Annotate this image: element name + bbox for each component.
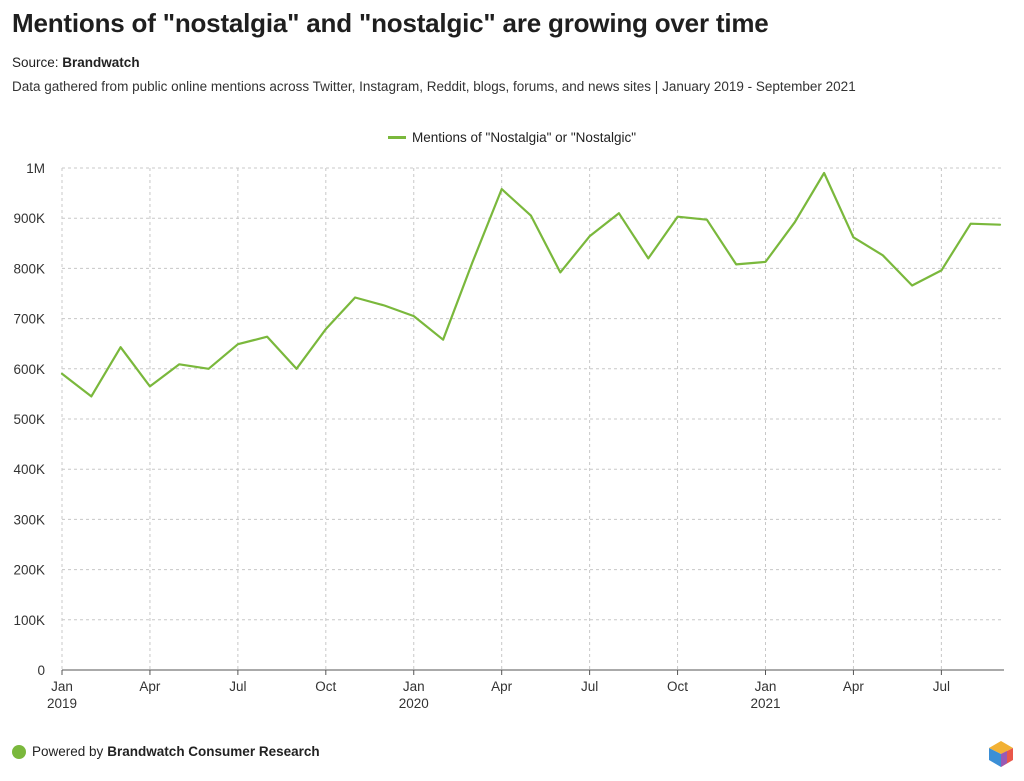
- chart-title: Mentions of "nostalgia" and "nostalgic" …: [12, 8, 769, 38]
- legend[interactable]: Mentions of "Nostalgia" or "Nostalgic": [0, 130, 1024, 145]
- line-chart: 0100K200K300K400K500K600K700K800K900K1M …: [13, 161, 1004, 711]
- brandwatch-logo-icon[interactable]: [988, 740, 1014, 768]
- x-tick-year-label: 2021: [750, 696, 780, 711]
- data-point[interactable]: [468, 258, 476, 266]
- footer: Powered by Brandwatch Consumer Research: [12, 744, 320, 759]
- grid-lines: [61, 167, 1004, 675]
- data-point[interactable]: [674, 213, 682, 221]
- y-tick-label: 700K: [13, 312, 45, 327]
- data-point[interactable]: [498, 185, 506, 193]
- source-line: Source: Brandwatch: [12, 55, 140, 70]
- data-point[interactable]: [87, 392, 95, 400]
- data-point[interactable]: [117, 343, 125, 351]
- source-prefix: Source:: [12, 55, 59, 70]
- x-tick-label: Apr: [843, 679, 865, 694]
- data-point[interactable]: [205, 365, 213, 373]
- brandwatch-dot-icon: [12, 744, 26, 759]
- y-tick-label: 1M: [26, 161, 45, 176]
- y-tick-label: 200K: [13, 563, 45, 578]
- data-point[interactable]: [615, 209, 623, 217]
- data-point[interactable]: [967, 220, 975, 228]
- y-tick-label: 300K: [13, 512, 45, 527]
- x-tick-year-label: 2020: [399, 696, 429, 711]
- y-tick-label: 400K: [13, 462, 45, 477]
- data-point[interactable]: [556, 268, 564, 276]
- chart-subtitle: Data gathered from public online mention…: [12, 79, 856, 94]
- data-point[interactable]: [732, 260, 740, 268]
- x-tick-label: Jul: [229, 679, 246, 694]
- data-point[interactable]: [410, 312, 418, 320]
- data-point[interactable]: [791, 218, 799, 226]
- footer-brand[interactable]: Brandwatch Consumer Research: [107, 744, 320, 759]
- data-point[interactable]: [820, 169, 828, 177]
- x-tick-label: Jan: [403, 679, 425, 694]
- footer-prefix: Powered by: [32, 744, 104, 759]
- data-point[interactable]: [146, 382, 154, 390]
- x-axis: Jan 2019 Apr Jul Oct Jan 2020 Apr Jul Oct Jan 2021 A…: [47, 679, 950, 711]
- data-point[interactable]: [234, 340, 242, 348]
- y-tick-label: 900K: [13, 211, 45, 226]
- x-tick-label: Apr: [491, 679, 513, 694]
- x-tick-year-label: 2019: [47, 696, 77, 711]
- x-tick-label: Oct: [315, 679, 336, 694]
- data-point[interactable]: [527, 212, 535, 220]
- x-tick-label: Apr: [139, 679, 161, 694]
- data-point[interactable]: [762, 258, 770, 266]
- data-point[interactable]: [439, 336, 447, 344]
- data-point[interactable]: [322, 325, 330, 333]
- data-point[interactable]: [703, 216, 711, 224]
- data-point[interactable]: [937, 266, 945, 274]
- source-name: Brandwatch: [62, 55, 140, 70]
- y-tick-label: 0: [37, 663, 45, 678]
- x-tick-label: Jul: [933, 679, 950, 694]
- data-point[interactable]: [996, 221, 1004, 229]
- data-point[interactable]: [58, 370, 66, 378]
- x-tick-label: Jan: [51, 679, 73, 694]
- x-tick-label: Oct: [667, 679, 688, 694]
- data-point[interactable]: [293, 365, 301, 373]
- data-point[interactable]: [908, 281, 916, 289]
- y-tick-label: 500K: [13, 412, 45, 427]
- data-point[interactable]: [586, 232, 594, 240]
- series-line[interactable]: [60, 171, 1002, 398]
- data-point[interactable]: [849, 233, 857, 241]
- data-point[interactable]: [351, 294, 359, 302]
- series-layer: [58, 169, 1004, 400]
- data-point[interactable]: [879, 251, 887, 259]
- x-tick-label: Jan: [755, 679, 777, 694]
- data-point[interactable]: [644, 254, 652, 262]
- y-tick-label: 600K: [13, 362, 45, 377]
- data-point[interactable]: [175, 360, 183, 368]
- legend-label: Mentions of "Nostalgia" or "Nostalgic": [411, 130, 636, 145]
- legend-swatch: [387, 135, 406, 139]
- data-point[interactable]: [380, 302, 388, 310]
- y-tick-label: 800K: [13, 261, 45, 276]
- data-point[interactable]: [263, 333, 271, 341]
- y-tick-label: 100K: [13, 613, 45, 628]
- y-axis: 0 100K 200K 300K 400K 500K 600K 700K 800K 900K 1M: [13, 161, 45, 678]
- x-tick-label: Jul: [581, 679, 598, 694]
